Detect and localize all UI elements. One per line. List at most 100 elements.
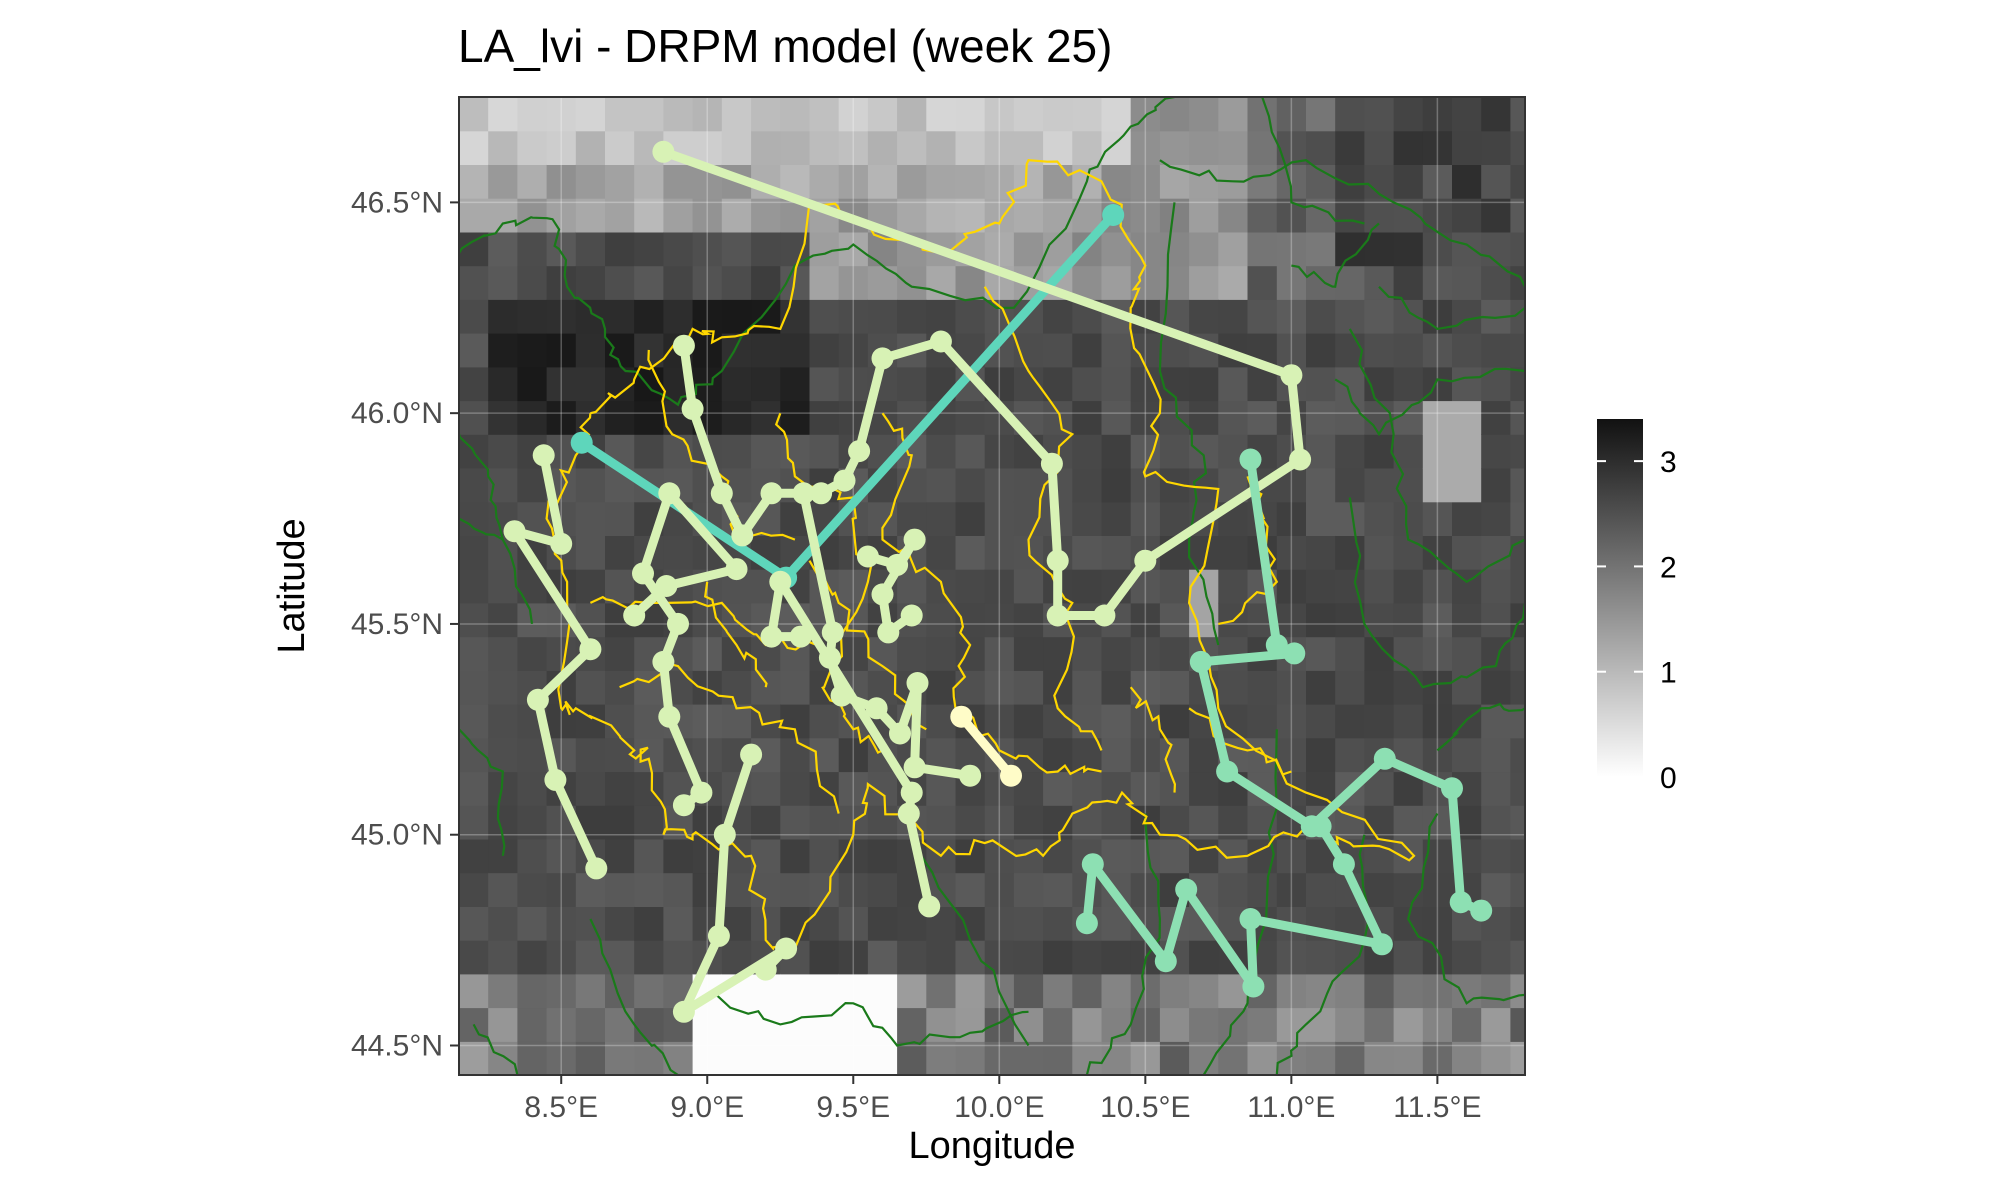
raster-cell: [1159, 569, 1190, 604]
raster-cell: [955, 906, 986, 941]
raster-cell: [1364, 670, 1395, 705]
country-boundary-line: [1085, 813, 1162, 1075]
station-point: [667, 612, 689, 635]
raster-cell: [488, 434, 518, 469]
raster-cell: [926, 164, 957, 199]
raster-cell: [1481, 1007, 1511, 1042]
raster-cell: [1364, 501, 1395, 536]
raster-cell: [1364, 400, 1395, 435]
legend-label: 1: [1660, 657, 1677, 690]
raster-cell: [634, 872, 664, 907]
raster-cell: [1422, 602, 1453, 638]
raster-cell: [1043, 838, 1073, 874]
raster-cell: [1159, 97, 1190, 98]
raster-cell: [1276, 872, 1307, 907]
raster-cell: [1130, 670, 1161, 705]
raster-cell: [1306, 1041, 1336, 1075]
raster-cell: [459, 501, 489, 536]
raster-cell: [1306, 973, 1336, 1009]
raster-cell: [1452, 940, 1482, 975]
raster-cell: [634, 198, 664, 233]
station-point: [1449, 891, 1472, 914]
raster-cell: [1364, 366, 1395, 402]
raster-cell: [1481, 940, 1511, 975]
country-boundary-line: [589, 918, 679, 1075]
raster-cell: [634, 906, 664, 941]
station-point: [848, 440, 871, 463]
raster-cell: [1101, 366, 1132, 402]
raster-cell: [488, 366, 518, 402]
station-point: [865, 697, 888, 720]
raster-cell: [955, 940, 986, 975]
country-boundary-line: [1159, 159, 1525, 288]
raster-cell: [634, 838, 664, 874]
raster-cell: [955, 569, 986, 604]
raster-cell: [838, 97, 869, 132]
y-tick-label: 46.0°N: [351, 397, 443, 430]
raster-cell: [1247, 97, 1278, 98]
raster-cell: [1218, 198, 1249, 233]
raster-cell: [546, 333, 577, 368]
raster-cell: [1101, 940, 1132, 975]
raster-cell: [926, 602, 957, 638]
raster-cell: [1364, 97, 1395, 132]
raster-cell: [955, 198, 986, 233]
raster-cell: [897, 130, 927, 165]
station-point: [1102, 204, 1125, 226]
raster-cell: [926, 670, 957, 705]
raster-cell: [1159, 670, 1190, 705]
raster-cell: [1335, 501, 1365, 536]
station-point: [1046, 604, 1069, 627]
station-point: [906, 672, 929, 694]
raster-cell: [984, 906, 1015, 941]
raster-cell: [984, 434, 1015, 469]
raster-cell: [1130, 97, 1161, 98]
raster-cell: [1072, 973, 1103, 1009]
raster-cell: [546, 906, 577, 941]
raster-cell: [1189, 130, 1219, 165]
station-point: [1175, 878, 1198, 901]
raster-cell: [1422, 670, 1453, 705]
raster-cell: [1422, 333, 1453, 368]
raster-cell: [1393, 299, 1424, 334]
raster-cell: [1101, 333, 1132, 368]
raster-cell: [634, 400, 664, 435]
raster-cell: [1043, 366, 1073, 402]
cluster-edge: [629, 488, 741, 810]
station-point: [526, 688, 549, 711]
raster-cell: [955, 535, 986, 570]
raster-cell: [1218, 872, 1249, 907]
raster-cell: [1335, 164, 1365, 199]
raster-cell: [546, 940, 577, 975]
raster-cell: [867, 838, 898, 874]
raster-cell: [1130, 973, 1161, 1009]
raster-cell: [1510, 333, 1525, 368]
raster-cell: [1364, 535, 1395, 570]
country-boundary-line: [1291, 222, 1380, 288]
raster-cell: [1510, 602, 1525, 638]
raster-cell: [955, 400, 986, 435]
raster-cell: [955, 838, 986, 874]
raster-cell: [575, 771, 606, 806]
station-point: [877, 621, 900, 644]
raster-cell: [1072, 670, 1103, 705]
raster-cell: [984, 468, 1015, 503]
raster-cell: [1013, 198, 1044, 233]
raster-cell: [780, 872, 811, 907]
raster-cell: [780, 434, 811, 469]
raster-cell: [1481, 569, 1511, 604]
y-axis: 44.5°N 45.0°N 45.5°N 46.0°N 46.5°N: [351, 186, 459, 1062]
raster-cell: [546, 400, 577, 435]
raster-cell: [1101, 535, 1132, 570]
raster-cell: [1247, 299, 1278, 334]
raster-cell: [1276, 940, 1307, 975]
raster-cell: [1452, 670, 1482, 705]
raster-cell: [1130, 737, 1161, 773]
raster-cell: [1422, 501, 1453, 536]
raster-cell: [634, 434, 664, 469]
raster-cell: [1130, 602, 1161, 638]
cluster-edge: [956, 712, 1016, 781]
raster-cell: [1013, 468, 1044, 503]
raster-cell: [1393, 97, 1424, 132]
raster-cell: [605, 299, 635, 334]
